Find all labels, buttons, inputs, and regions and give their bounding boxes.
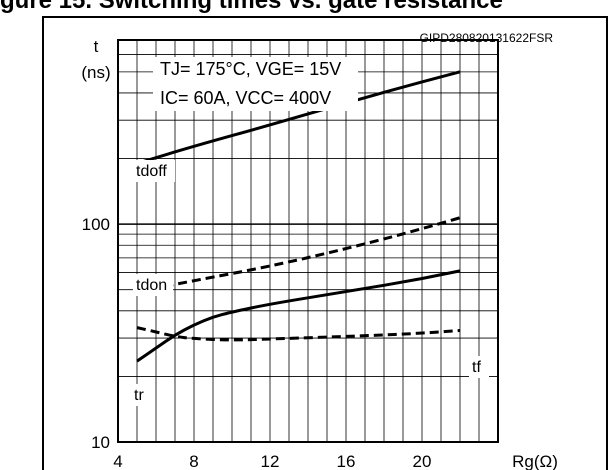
x-tick-label: 16 bbox=[337, 452, 356, 470]
series-line-tr bbox=[136, 269, 461, 363]
label-backing bbox=[131, 384, 151, 406]
x-axis-label: Rg(Ω) bbox=[512, 452, 558, 470]
condition-line-2: IC= 60A, VCC= 400V bbox=[160, 88, 331, 108]
curves bbox=[136, 70, 461, 363]
series-label-tdon: tdon bbox=[136, 277, 167, 294]
series-line-tdoff bbox=[136, 70, 461, 165]
figure-code: GIPD280820131622FSR bbox=[420, 31, 554, 45]
y-axis-label-line-2: (ns) bbox=[81, 63, 110, 82]
series-label-tr: tr bbox=[134, 387, 144, 404]
figure-frame bbox=[42, 16, 608, 470]
y-tick-label: 100 bbox=[82, 215, 110, 234]
label-backing bbox=[469, 356, 489, 378]
y-axis-label-line-1: t bbox=[94, 37, 99, 56]
series-label-tdoff: tdoff bbox=[136, 163, 167, 180]
tick-labels: 4 8 12 16 20 10 100 bbox=[82, 215, 432, 470]
conditions-box bbox=[153, 57, 358, 111]
series-label-tf: tf bbox=[472, 359, 481, 376]
series-line-tf bbox=[136, 326, 461, 342]
x-tick-label: 12 bbox=[261, 452, 280, 470]
condition-line-1: TJ= 175°C, VGE= 15V bbox=[160, 59, 341, 79]
label-backing bbox=[133, 274, 173, 296]
y-tick-label: 10 bbox=[91, 433, 110, 452]
figure-heading: gure 15. Switching times vs. gate resist… bbox=[0, 0, 615, 13]
label-backing bbox=[133, 160, 175, 182]
x-tick-label: 20 bbox=[413, 452, 432, 470]
x-tick-label: 4 bbox=[113, 452, 122, 470]
plot-border bbox=[117, 39, 499, 443]
x-tick-label: 8 bbox=[189, 452, 198, 470]
